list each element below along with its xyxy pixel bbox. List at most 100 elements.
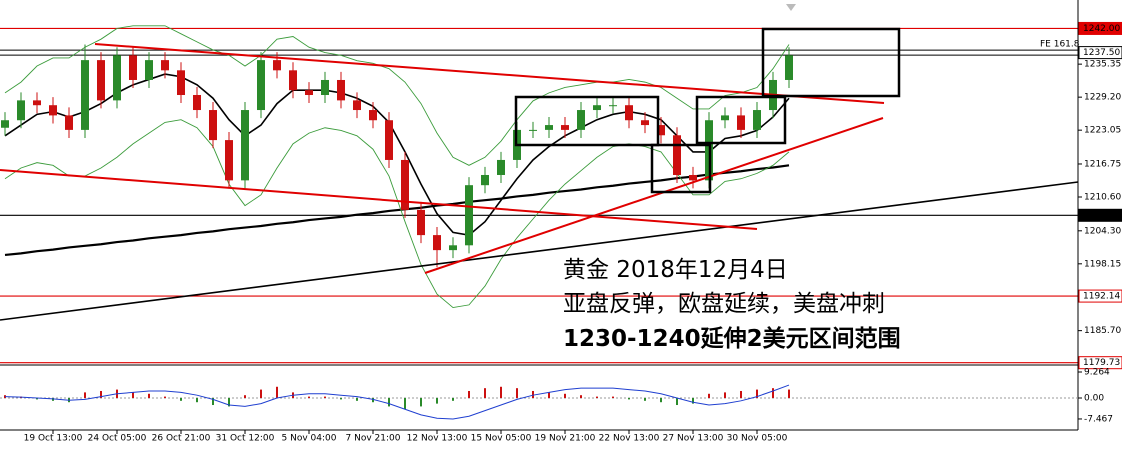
candle-body bbox=[321, 79, 329, 96]
annotation: 亚盘反弹，欧盘延续，美盘冲刺 bbox=[563, 291, 885, 317]
macd-bar bbox=[244, 395, 246, 398]
macd-bar bbox=[484, 388, 486, 398]
macd-bar bbox=[580, 395, 582, 398]
candle-body bbox=[497, 159, 505, 175]
candle-body bbox=[641, 120, 649, 126]
y-tick-label: 1229.20 bbox=[1084, 93, 1121, 103]
candle-body bbox=[625, 105, 633, 121]
y-tick-label: 1210.60 bbox=[1084, 192, 1121, 202]
candle-body bbox=[209, 110, 217, 141]
candle-body bbox=[241, 110, 249, 181]
macd-bar bbox=[324, 396, 326, 398]
macd-bar bbox=[708, 393, 710, 398]
x-tick-label: 15 Nov 05:00 bbox=[471, 434, 532, 444]
macd-bar bbox=[660, 398, 662, 403]
x-tick-label: 7 Nov 21:00 bbox=[346, 434, 401, 444]
macd-bar bbox=[340, 398, 342, 400]
candle-body bbox=[721, 115, 729, 121]
level-label: 1192.14 bbox=[1083, 292, 1120, 302]
candle-body bbox=[465, 185, 473, 246]
y-tick-label: 1216.75 bbox=[1084, 159, 1121, 169]
annotation: 1230-1240延伸2美元区间范围 bbox=[563, 325, 901, 352]
macd-bar bbox=[436, 398, 438, 404]
macd-bar bbox=[356, 398, 358, 401]
candle-body bbox=[145, 60, 153, 80]
candle-body bbox=[481, 174, 489, 186]
marker bbox=[786, 4, 796, 11]
macd-bar bbox=[100, 390, 102, 398]
candle-body bbox=[225, 140, 233, 181]
macd-bar bbox=[692, 398, 694, 404]
candle-body bbox=[273, 60, 281, 71]
level-label: 1207.19 bbox=[1083, 211, 1120, 221]
candle-body bbox=[161, 60, 169, 71]
x-tick-label: 30 Nov 05:00 bbox=[727, 434, 788, 444]
macd-tick-label: 9.264 bbox=[1084, 367, 1110, 377]
macd-bar bbox=[772, 388, 774, 398]
macd-bar bbox=[612, 396, 614, 398]
macd-bar bbox=[228, 398, 230, 407]
candle-body bbox=[673, 135, 681, 175]
candle-body bbox=[609, 105, 617, 107]
macd-bar bbox=[500, 386, 502, 398]
macd-bar bbox=[468, 390, 470, 398]
macd-bar bbox=[644, 398, 646, 401]
macd-bar bbox=[164, 396, 166, 398]
macd-bar bbox=[516, 388, 518, 398]
candle-body bbox=[177, 70, 185, 96]
candle-body bbox=[433, 235, 441, 251]
macd-bar bbox=[548, 392, 550, 398]
candle-body bbox=[385, 120, 393, 160]
x-tick-label: 5 Nov 04:00 bbox=[282, 434, 337, 444]
candle-body bbox=[1, 120, 9, 128]
candle-body bbox=[417, 209, 425, 236]
candle-body bbox=[593, 105, 601, 111]
level-label-box bbox=[1078, 356, 1122, 370]
macd-tick-label: -7.467 bbox=[1084, 414, 1113, 424]
macd-tick-label: 0.00 bbox=[1084, 394, 1104, 404]
fe-label: FE 161.8 bbox=[1040, 40, 1080, 50]
macd-bar bbox=[452, 398, 454, 401]
candle-body bbox=[737, 115, 745, 130]
drawings bbox=[0, 0, 1122, 431]
macd-bar bbox=[628, 398, 630, 400]
level-label-box bbox=[1078, 289, 1122, 303]
macd-bar bbox=[36, 398, 38, 400]
candle-body bbox=[753, 110, 761, 130]
level-label: 1242.00 bbox=[1083, 24, 1120, 34]
candle-body bbox=[785, 55, 793, 80]
candle-body bbox=[193, 95, 201, 111]
candle-body bbox=[545, 125, 553, 130]
macd-bar bbox=[276, 386, 278, 398]
trend-line bbox=[94, 43, 885, 104]
x-tick-label: 27 Nov 13:00 bbox=[663, 434, 724, 444]
macd-bar bbox=[132, 392, 134, 398]
macd-bar bbox=[788, 389, 790, 398]
candle-body bbox=[657, 125, 665, 136]
macd-bar bbox=[52, 398, 54, 401]
candle-body bbox=[529, 129, 537, 131]
y-tick-label: 1235.35 bbox=[1084, 60, 1121, 70]
x-tick-label: 24 Oct 05:00 bbox=[88, 434, 147, 444]
macd-bar bbox=[388, 398, 390, 407]
indicator-line bbox=[4, 119, 790, 309]
macd-bar bbox=[84, 392, 86, 398]
candle-body bbox=[289, 70, 297, 91]
macd-bar bbox=[148, 393, 150, 398]
y-tick-label: 1185.70 bbox=[1084, 326, 1121, 336]
level-label: 1179.73 bbox=[1083, 358, 1120, 368]
range-box bbox=[695, 95, 787, 145]
trend-line bbox=[0, 181, 1079, 321]
candle-body bbox=[689, 174, 697, 181]
macd-bar bbox=[564, 393, 566, 398]
candle-body bbox=[369, 110, 377, 121]
candle-body bbox=[81, 60, 89, 130]
trend-line bbox=[424, 117, 884, 274]
candle-body bbox=[561, 125, 569, 130]
macd-bar bbox=[676, 398, 678, 406]
trend-line bbox=[0, 169, 758, 230]
candle-body bbox=[305, 90, 313, 96]
macd-bar bbox=[596, 396, 598, 398]
candle-body bbox=[113, 55, 121, 101]
